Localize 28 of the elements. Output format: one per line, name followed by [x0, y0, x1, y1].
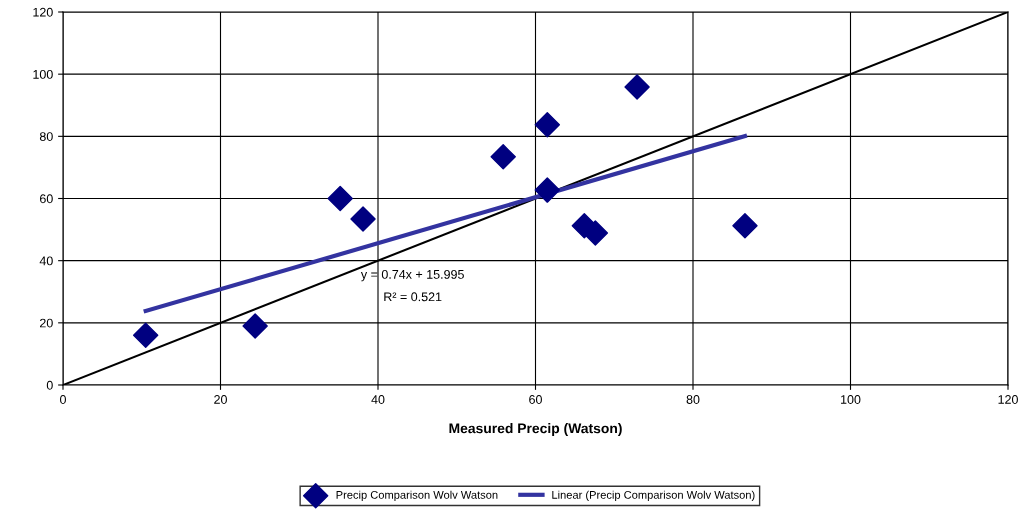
point: [327, 185, 353, 212]
point: [350, 206, 376, 232]
y-tick-label: 0: [46, 380, 53, 390]
y-tick-label: 20: [40, 318, 53, 328]
annotation: R² = 0.521: [384, 292, 442, 302]
y-tick-label: 80: [39, 132, 53, 141]
x-tick-label: 40: [371, 395, 385, 404]
x-axis-title: Measured Precip (Watson): [449, 423, 622, 436]
point: [732, 213, 758, 239]
point: [624, 74, 650, 100]
y-tick-label: 120: [33, 7, 53, 17]
x-tick-label: 0: [60, 395, 66, 404]
point: [490, 144, 516, 170]
x-tick-label: 100: [841, 395, 861, 404]
y-tick-label: 100: [33, 69, 53, 79]
x-tick-label: 120: [998, 395, 1018, 404]
legend-label: Precip Comparison Wolv Watson: [336, 490, 498, 501]
x-tick-label: 20: [214, 395, 227, 404]
annotation: y = 0.74x + 15.995: [360, 269, 464, 282]
x-tick-label: 60: [529, 395, 542, 404]
y-tick-label: 40: [39, 256, 53, 266]
point: [534, 177, 561, 203]
point: [132, 322, 159, 348]
point: [534, 112, 561, 138]
legend-label: Linear (Precip Comparison Wolv Watson): [552, 490, 755, 501]
point: [242, 313, 268, 339]
x-tick-label: 80: [686, 395, 700, 404]
y-tick-label: 60: [40, 194, 53, 204]
